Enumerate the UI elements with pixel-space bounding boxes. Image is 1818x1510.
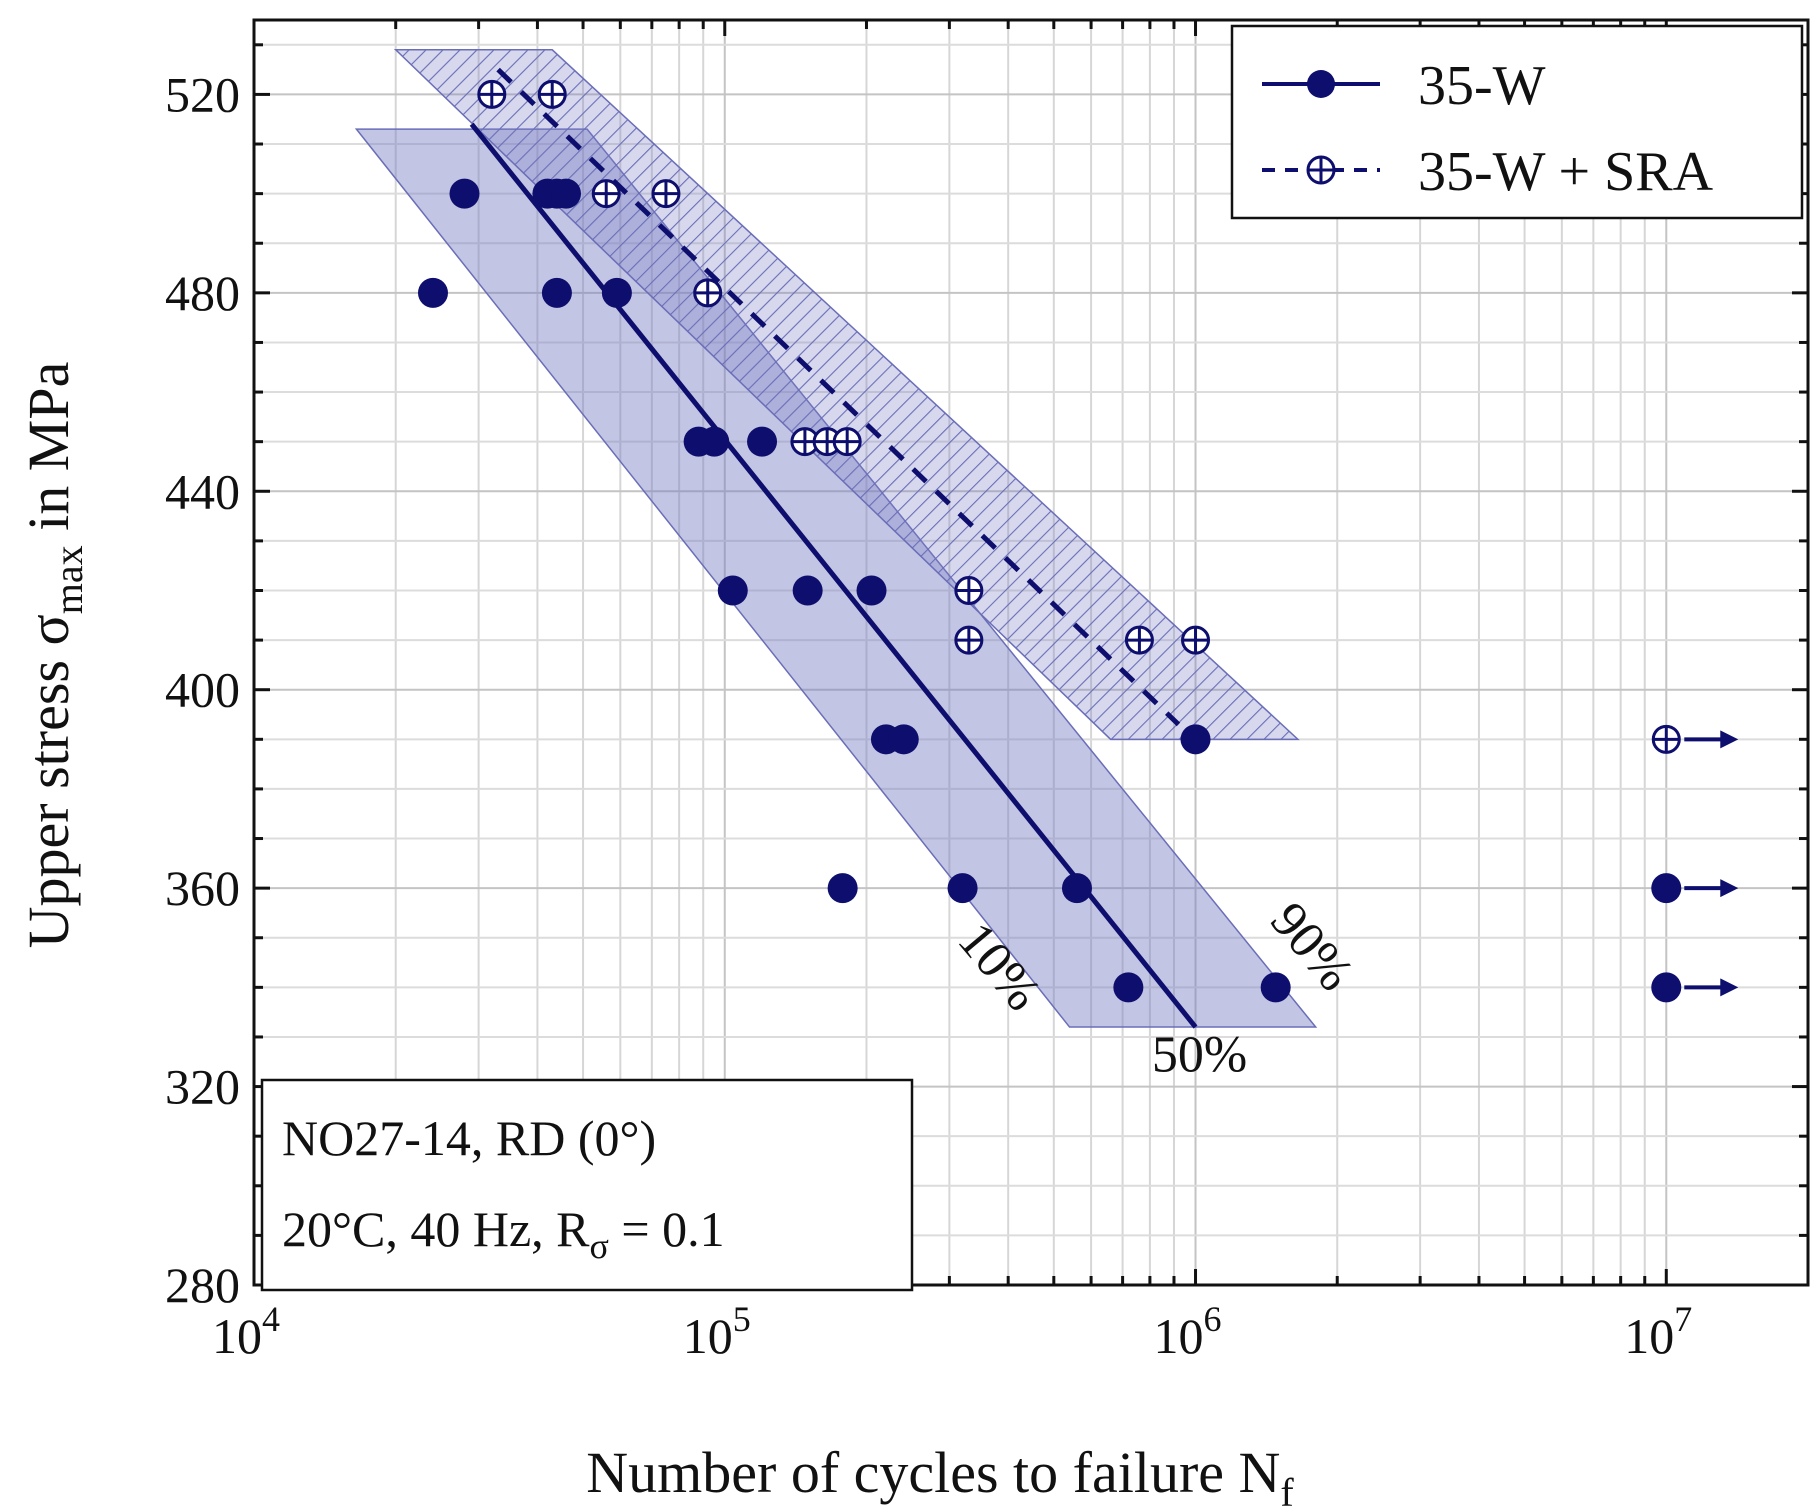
runout-markers [1651,724,1739,1003]
y-tick-label: 280 [165,1257,240,1313]
data-point-crossed-circle [1651,724,1681,754]
data-points [417,79,1291,1003]
y-tick-label: 480 [165,265,240,321]
runout-arrow-head [1720,978,1739,997]
info-line-conditions: 20°C, 40 Hz, Rσ = 0.1 [282,1201,725,1266]
x-tick-label: 107 [1624,1299,1692,1364]
data-point-filled-circle [417,277,448,308]
data-point-filled-circle [1260,972,1291,1003]
data-point-crossed-circle [477,79,507,109]
x-tick-label: 105 [683,1299,751,1364]
legend: 35-W 35-W + SRA [1230,24,1804,220]
legend-label: 35-W + SRA [1418,141,1714,203]
legend-label: 35-W [1418,55,1546,117]
data-point-filled-circle [541,277,572,308]
plot-frame [252,18,1810,1287]
x-tick-label: 106 [1154,1299,1222,1364]
data-point-filled-circle [717,575,748,606]
data-point-crossed-circle [832,427,862,457]
legend-marker-filled-circle [1307,70,1335,98]
data-point-filled-circle [947,873,978,904]
runout-point-filled-circle [1651,873,1682,904]
data-point-filled-circle [1180,724,1211,755]
y-tick-label: 520 [165,66,240,122]
y-tick-label: 440 [165,463,240,519]
data-point-crossed-circle [1181,625,1211,655]
scatter-band-hatched [393,49,1300,741]
data-point-filled-circle [551,178,582,209]
data-point-crossed-circle [954,625,984,655]
data-point-crossed-circle [1124,625,1154,655]
y-tick-labels: 280 320 360 400 440 480 520 [165,66,240,1313]
data-point-filled-circle [1061,873,1092,904]
x-axis-title: Number of cycles to failure Nf [586,1440,1294,1510]
data-point-filled-circle [1113,972,1144,1003]
runout-arrow-head [1720,730,1739,749]
test-conditions-box: NO27-14, RD (0°) 20°C, 40 Hz, Rσ = 0.1 [260,1078,914,1292]
runout-arrow-head [1720,879,1739,898]
info-box-frame [260,1078,914,1292]
legend-item-35-w-sra: 35-W + SRA [1262,141,1714,203]
y-tick-label: 320 [165,1059,240,1115]
data-point-crossed-circle [954,575,984,605]
y-tick-label: 360 [165,860,240,916]
data-point-crossed-circle [693,278,723,308]
data-point-filled-circle [856,575,887,606]
data-point-filled-circle [601,277,632,308]
data-point-crossed-circle [591,179,621,209]
data-point-filled-circle [888,724,919,755]
data-point-crossed-circle [537,79,567,109]
legend-marker-crossed-circle [1306,155,1336,185]
data-point-filled-circle [792,575,823,606]
y-axis-title: Upper stress σmax in MPa [16,362,91,949]
legend-item-35-w: 35-W [1262,55,1546,117]
x-tick-labels: 104 105 106 107 [212,1299,1692,1364]
runout-point-filled-circle [1651,972,1682,1003]
axis-ticks [252,20,1810,1285]
data-point-filled-circle [827,873,858,904]
data-point-filled-circle [747,426,778,457]
legend-box [1230,24,1804,220]
data-point-crossed-circle [651,179,681,209]
data-point-filled-circle [449,178,480,209]
data-point-filled-circle [699,426,730,457]
info-line-material: NO27-14, RD (0°) [282,1110,656,1166]
band-label-50-percent: 50% [1152,1027,1247,1084]
y-tick-label: 400 [165,662,240,718]
x-tick-label: 104 [212,1299,280,1364]
